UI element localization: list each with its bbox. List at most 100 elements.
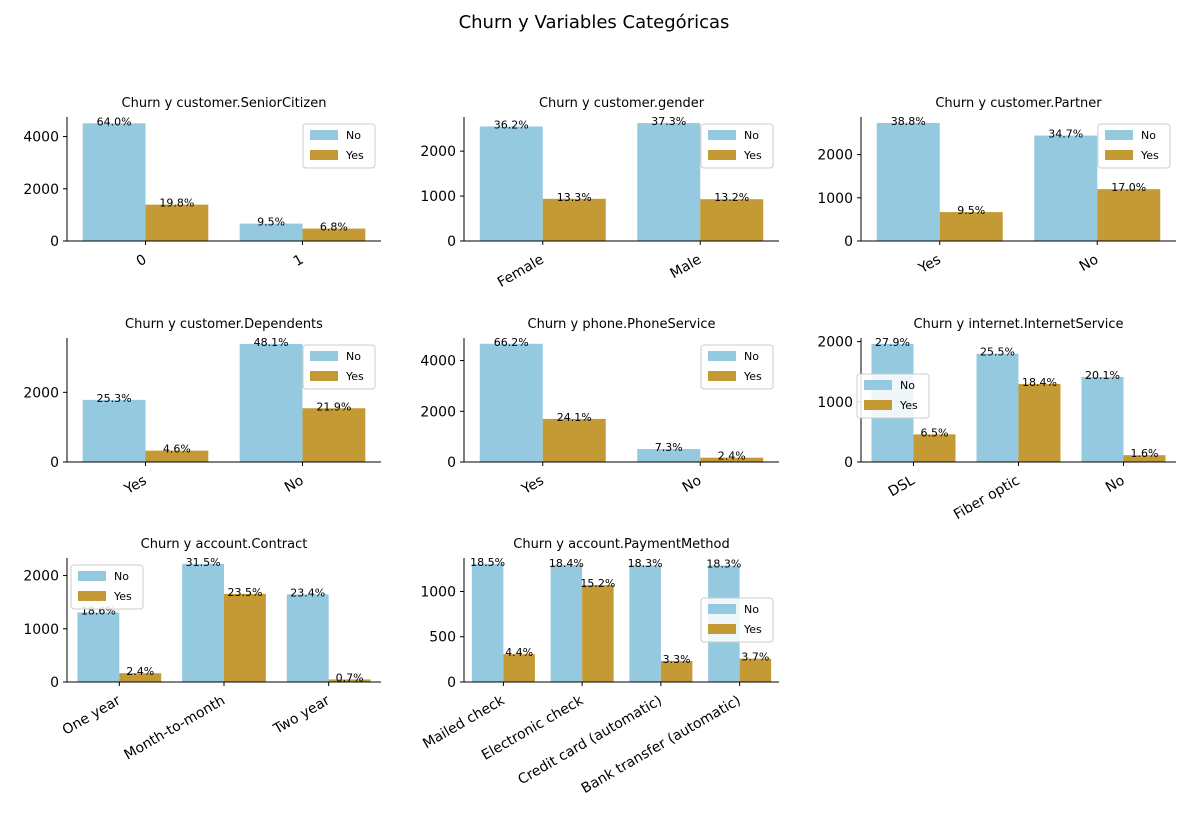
data-label: 18.3%	[706, 558, 741, 571]
chart-panel-7: Churn y account.Contract18.6%31.5%23.4%2…	[23, 537, 381, 763]
bar-no	[239, 223, 303, 241]
legend-swatch-no	[78, 571, 106, 581]
y-tick-label: 0	[447, 234, 456, 250]
data-label: 25.3%	[97, 392, 132, 405]
data-label: 19.8%	[159, 197, 194, 210]
legend-swatch-no	[864, 380, 892, 390]
data-label: 7.3%	[655, 441, 683, 454]
data-label: 9.5%	[257, 216, 285, 229]
x-tick-label: Yes	[518, 473, 546, 499]
x-tick-label: Yes	[915, 252, 943, 278]
legend-label: Yes	[899, 399, 918, 412]
x-tick-label: 1	[291, 252, 307, 270]
bar-no	[239, 343, 303, 462]
y-tick-label: 500	[429, 630, 456, 646]
data-label: 0.7%	[336, 671, 364, 684]
x-tick-label: Female	[495, 252, 547, 291]
bar-no	[77, 612, 120, 682]
data-label: 18.3%	[628, 557, 663, 570]
y-tick-label: 0	[447, 675, 456, 691]
data-label: 25.5%	[980, 346, 1015, 359]
bar-yes	[582, 585, 614, 682]
y-tick-label: 0	[844, 455, 853, 471]
data-label: 48.1%	[254, 336, 289, 349]
legend: No Yes	[700, 597, 774, 643]
bar-no	[286, 594, 329, 682]
data-label: 66.2%	[494, 336, 529, 349]
x-tick-label: Credit card (automatic)	[515, 693, 665, 789]
data-label: 13.3%	[557, 191, 592, 204]
y-tick-label: 1000	[420, 189, 456, 205]
bar-yes	[328, 679, 371, 682]
y-tick-label: 2000	[23, 385, 59, 401]
bar-yes	[542, 198, 606, 241]
legend: No Yes	[700, 123, 774, 169]
legend-label: No	[346, 350, 361, 363]
bar-yes	[145, 204, 209, 241]
legend: No Yes	[700, 344, 774, 390]
bar-no	[182, 563, 224, 682]
data-label: 38.8%	[891, 115, 926, 128]
bar-no	[629, 565, 661, 682]
y-tick-label: 1000	[817, 395, 853, 411]
data-label: 24.1%	[557, 411, 592, 424]
y-tick-label: 0	[50, 234, 59, 250]
chart-panel-2: Churn y customer.gender 36.2% 37.3% 13.3% 13…	[420, 96, 779, 291]
y-tick-label: 2000	[817, 335, 853, 351]
x-tick-label: Two year	[270, 692, 333, 737]
x-tick-label: No	[1103, 473, 1127, 496]
bar-yes	[1097, 189, 1161, 241]
legend-swatch-yes	[708, 371, 736, 381]
data-label: 4.6%	[163, 443, 191, 456]
y-tick-label: 0	[50, 455, 59, 471]
legend-label: Yes	[1140, 149, 1159, 162]
bar-yes	[302, 228, 366, 241]
chart-title: Churn y customer.gender	[539, 96, 705, 111]
bar-no	[550, 564, 583, 682]
bar-yes	[542, 418, 606, 462]
legend-swatch-yes	[1105, 150, 1133, 160]
bar-yes	[503, 654, 535, 682]
data-label: 3.3%	[663, 653, 691, 666]
chart-panel-8: Churn y account.PaymentMethod 18.5% 18.4% 1…	[420, 537, 779, 797]
chart-panel-3: Churn y customer.Partner 38.8% 34.7% 9.5% 17…	[817, 96, 1176, 277]
data-label: 9.5%	[957, 204, 985, 217]
legend-label: No	[346, 129, 361, 142]
y-tick-label: 2000	[23, 569, 59, 585]
legend-label: Yes	[743, 149, 762, 162]
legend-label: No	[744, 603, 759, 616]
legend-swatch-yes	[310, 150, 338, 160]
data-label: 6.8%	[320, 221, 348, 234]
legend-swatch-no	[708, 130, 736, 140]
legend-swatch-no	[708, 351, 736, 361]
data-label: 1.6%	[1131, 447, 1159, 460]
data-label: 2.4%	[126, 665, 154, 678]
y-tick-label: 2000	[23, 182, 59, 198]
legend-label: No	[1141, 129, 1156, 142]
bar-no	[479, 343, 543, 462]
chart-title: Churn y customer.SeniorCitizen	[122, 96, 327, 111]
legend-label: No	[744, 129, 759, 142]
bar-yes	[913, 434, 956, 462]
y-tick-label: 0	[50, 675, 59, 691]
figure-title: Churn y Variables Categóricas	[459, 12, 730, 33]
data-label: 4.4%	[505, 646, 533, 659]
y-tick-label: 1000	[817, 191, 853, 207]
y-tick-label: 2000	[420, 404, 456, 420]
data-label: 17.0%	[1111, 181, 1146, 194]
x-tick-label: Male	[668, 252, 705, 282]
legend-label: No	[114, 570, 129, 583]
data-label: 15.2%	[580, 577, 615, 590]
bar-yes	[739, 658, 772, 682]
legend-swatch-yes	[864, 400, 892, 410]
data-label: 64.0%	[97, 115, 132, 128]
bar-no	[1034, 135, 1098, 241]
y-tick-label: 4000	[23, 130, 59, 146]
bar-yes	[302, 408, 366, 462]
chart-panel-5: Churn y phone.PhoneService 66.2% 7.3% 24.1%…	[420, 317, 779, 498]
legend-swatch-yes	[310, 371, 338, 381]
chart-title: Churn y customer.Dependents	[125, 317, 323, 332]
data-label: 13.2%	[714, 191, 749, 204]
x-tick-label: Month-to-month	[121, 693, 228, 764]
chart-title: Churn y internet.InternetService	[913, 317, 1123, 332]
